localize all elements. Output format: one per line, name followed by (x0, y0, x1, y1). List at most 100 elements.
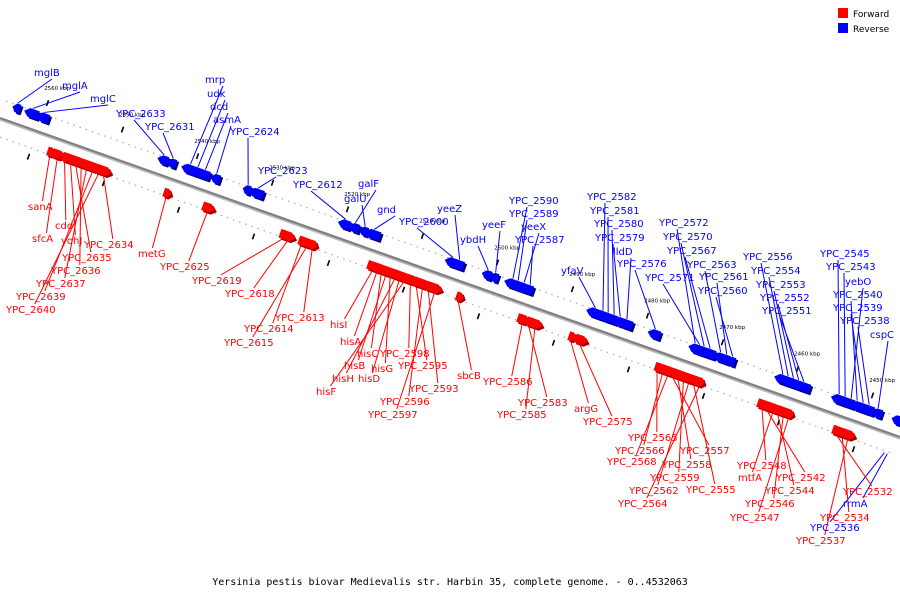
gene-glyph[interactable] (871, 408, 884, 419)
gene-label-reverse[interactable]: YPC_2582 (586, 192, 637, 203)
gene-label-reverse[interactable]: galU (344, 194, 367, 205)
gene-glyph[interactable] (210, 173, 222, 185)
gene-label-forward[interactable]: YPC_2595 (397, 361, 448, 372)
gene-label-forward[interactable]: hisH (332, 374, 354, 385)
gene-label-forward[interactable]: YPC_2615 (223, 338, 274, 349)
gene-label-reverse[interactable]: YPC_2600 (398, 217, 449, 228)
gene-label-forward[interactable]: YPC_2593 (408, 384, 459, 395)
gene-label-forward[interactable]: YPC_2614 (243, 324, 294, 335)
gene-glyph[interactable] (695, 376, 705, 387)
gene-label-reverse[interactable]: YPC_2545 (819, 249, 870, 260)
gene-glyph[interactable] (201, 201, 215, 213)
gene-label-reverse[interactable]: YPC_2560 (697, 286, 748, 297)
gene-label-forward[interactable]: metG (138, 249, 166, 260)
gene-glyph[interactable] (861, 404, 876, 416)
gene-label-reverse[interactable]: yeeX (521, 222, 546, 233)
gene-label-reverse[interactable]: YPC_2587 (514, 235, 565, 246)
gene-label-reverse[interactable]: gnd (377, 205, 396, 216)
gene-label-forward[interactable]: YPC_2634 (83, 240, 134, 251)
gene-label-reverse[interactable]: YPC_2579 (594, 233, 645, 244)
gene-label-forward[interactable]: YPC_2583 (517, 398, 568, 409)
gene-glyph[interactable] (97, 164, 112, 176)
gene-label-forward[interactable]: YPC_2558 (661, 460, 712, 471)
gene-label-reverse[interactable]: mglB (34, 68, 60, 79)
gene-label-forward[interactable]: YPC_2532 (842, 487, 893, 498)
gene-label-forward[interactable]: YPC_2635 (61, 253, 112, 264)
gene-label-forward[interactable]: YPC_2625 (159, 262, 210, 273)
gene-label-forward[interactable]: YPC_2636 (50, 266, 101, 277)
gene-label-reverse[interactable]: YPC_2538 (839, 316, 890, 327)
gene-glyph[interactable] (891, 415, 900, 427)
gene-label-forward[interactable]: YPC_2557 (679, 446, 730, 457)
gene-label-reverse[interactable]: YPC_2612 (292, 180, 343, 191)
gene-label-reverse[interactable]: mrp (205, 75, 225, 86)
gene-label-reverse[interactable]: YPC_2589 (508, 209, 559, 220)
gene-label-reverse[interactable]: udk (207, 89, 226, 100)
gene-label-forward[interactable]: YPC_2585 (496, 410, 547, 421)
gene-glyph[interactable] (157, 155, 170, 166)
gene-label-reverse[interactable]: YPC_2581 (589, 206, 640, 217)
gene-label-reverse[interactable]: YPC_2540 (832, 290, 883, 301)
gene-glyph[interactable] (490, 272, 500, 283)
gene-label-reverse[interactable]: YPC_2623 (257, 166, 308, 177)
gene-glyph[interactable] (727, 356, 737, 367)
gene-glyph[interactable] (481, 270, 493, 281)
gene-label-reverse[interactable]: YPC_2536 (809, 523, 860, 534)
gene-label-reverse[interactable]: YPC_2567 (666, 246, 717, 257)
gene-label-reverse[interactable]: YPC_2553 (755, 280, 806, 291)
gene-glyph[interactable] (452, 259, 466, 271)
gene-label-forward[interactable]: YPC_2568 (606, 457, 657, 468)
gene-label-reverse[interactable]: yeeZ (437, 204, 462, 215)
gene-label-reverse[interactable]: YPC_2633 (115, 109, 166, 120)
gene-label-reverse[interactable]: YPC_2543 (825, 262, 876, 273)
gene-glyph[interactable] (454, 291, 464, 302)
gene-label-forward[interactable]: argG (574, 404, 598, 415)
gene-label-reverse[interactable]: YPC_2539 (832, 303, 883, 314)
gene-label-reverse[interactable]: YPC_2631 (144, 122, 195, 133)
gene-glyph[interactable] (524, 285, 535, 296)
gene-label-reverse[interactable]: galF (358, 179, 379, 190)
gene-label-reverse[interactable]: mglA (62, 81, 88, 92)
gene-label-reverse[interactable]: YPC_2590 (508, 196, 559, 207)
gene-label-forward[interactable]: hisD (358, 374, 380, 385)
gene-label-forward[interactable]: YPC_2597 (367, 410, 418, 421)
gene-label-forward[interactable]: YPC_2544 (764, 486, 815, 497)
gene-label-forward[interactable]: YPC_2637 (35, 279, 86, 290)
gene-label-forward[interactable]: hisA (340, 337, 361, 348)
gene-glyph[interactable] (348, 223, 361, 234)
gene-label-forward[interactable]: YPC_2619 (191, 276, 242, 287)
gene-glyph[interactable] (337, 219, 352, 231)
gene-label-reverse[interactable]: YPC_2556 (742, 252, 793, 263)
gene-label-reverse[interactable]: YPC_2571 (644, 273, 695, 284)
gene-glyph[interactable] (567, 331, 577, 342)
gene-label-forward[interactable]: hisC (357, 349, 378, 360)
gene-label-reverse[interactable]: YPC_2580 (593, 219, 644, 230)
gene-label-reverse[interactable]: cspC (870, 330, 894, 341)
gene-label-reverse[interactable]: YPC_2561 (698, 272, 749, 283)
gene-label-forward[interactable]: YPC_2596 (379, 397, 430, 408)
gene-glyph[interactable] (51, 148, 65, 160)
gene-label-forward[interactable]: YPC_2542 (775, 473, 826, 484)
gene-glyph[interactable] (528, 317, 543, 329)
gene-label-forward[interactable]: YPC_2613 (274, 313, 325, 324)
gene-glyph[interactable] (647, 329, 662, 341)
gene-label-forward[interactable]: YPC_2565 (627, 433, 678, 444)
gene-glyph[interactable] (198, 169, 211, 181)
gene-glyph[interactable] (162, 187, 172, 198)
gene-label-forward[interactable]: YPC_2555 (685, 485, 736, 496)
gene-label-forward[interactable]: YPC_2564 (617, 499, 668, 510)
gene-glyph[interactable] (701, 348, 717, 360)
gene-label-reverse[interactable]: YPC_2576 (616, 259, 667, 270)
gene-label-reverse[interactable]: YPC_2563 (686, 260, 737, 271)
gene-label-forward[interactable]: hisI (330, 320, 347, 331)
gene-label-reverse[interactable]: YPC_2572 (658, 218, 709, 229)
gene-glyph[interactable] (573, 333, 588, 345)
gene-label-forward[interactable]: YPC_2640 (5, 305, 56, 316)
gene-label-reverse[interactable]: yeeF (482, 220, 506, 231)
gene-label-forward[interactable]: YPC_2598 (379, 349, 430, 360)
gene-label-forward[interactable]: YPC_2537 (795, 536, 846, 547)
gene-label-forward[interactable]: sbcB (457, 371, 481, 382)
gene-glyph[interactable] (618, 318, 634, 331)
gene-label-forward[interactable]: YPC_2548 (736, 461, 787, 472)
gene-glyph[interactable] (841, 428, 856, 440)
